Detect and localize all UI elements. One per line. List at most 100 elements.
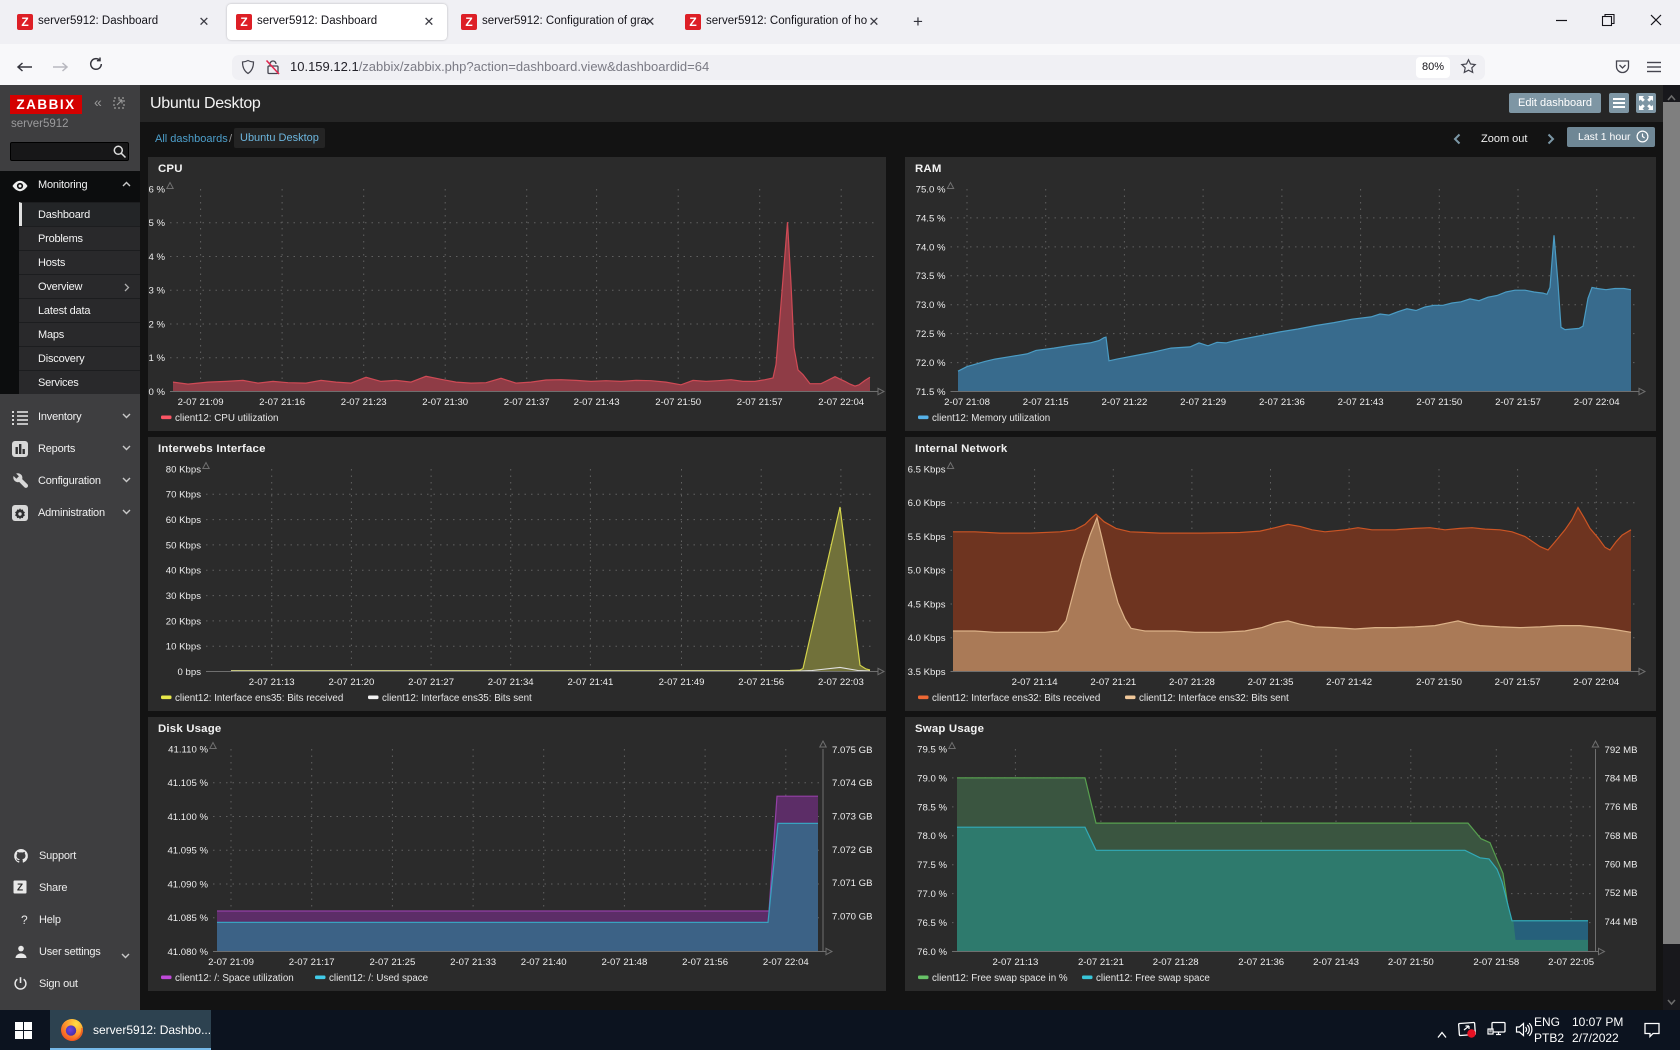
svg-text:0 %: 0 %	[148, 386, 165, 397]
svg-text:41.090 %: 41.090 %	[167, 879, 208, 890]
svg-text:4 %: 4 %	[148, 251, 165, 262]
svg-text:2-07 21:42: 2-07 21:42	[1326, 677, 1372, 688]
svg-text:776 MB: 776 MB	[1605, 802, 1638, 813]
svg-text:7.073 GB: 7.073 GB	[832, 811, 873, 822]
svg-text:2-07 21:50: 2-07 21:50	[1388, 957, 1434, 968]
svg-text:2-07 21:50: 2-07 21:50	[1416, 677, 1462, 688]
svg-text:77.0 %: 77.0 %	[917, 889, 947, 900]
svg-text:2-07 21:22: 2-07 21:22	[1101, 397, 1147, 408]
svg-text:78.0 %: 78.0 %	[917, 831, 947, 842]
svg-text:client12: Free swap space: client12: Free swap space	[1096, 973, 1210, 984]
svg-text:3.5 Kbps: 3.5 Kbps	[908, 667, 946, 678]
svg-text:2-07 21:17: 2-07 21:17	[289, 957, 335, 968]
svg-text:2-07 21:43: 2-07 21:43	[1313, 957, 1359, 968]
svg-text:41.095 %: 41.095 %	[167, 845, 208, 856]
svg-text:2-07 21:28: 2-07 21:28	[1153, 957, 1199, 968]
svg-text:client12: /: Used space: client12: /: Used space	[329, 973, 429, 984]
svg-text:41.105 %: 41.105 %	[167, 778, 208, 789]
svg-text:744 MB: 744 MB	[1605, 916, 1638, 927]
svg-text:7.075 GB: 7.075 GB	[832, 744, 873, 755]
svg-text:client12: Interface ens35: Bit: client12: Interface ens35: Bits received	[175, 693, 343, 704]
svg-text:2-07 21:09: 2-07 21:09	[208, 957, 254, 968]
svg-text:73.0 %: 73.0 %	[916, 300, 946, 311]
svg-text:71.5 %: 71.5 %	[916, 386, 946, 397]
svg-text:5 %: 5 %	[148, 218, 165, 229]
svg-text:75.0 %: 75.0 %	[916, 184, 946, 195]
svg-text:2-07 21:29: 2-07 21:29	[1180, 397, 1226, 408]
svg-text:41.100 %: 41.100 %	[167, 811, 208, 822]
svg-text:2-07 21:35: 2-07 21:35	[1248, 677, 1294, 688]
svg-text:2-07 21:30: 2-07 21:30	[422, 397, 468, 408]
svg-text:7.071 GB: 7.071 GB	[832, 878, 873, 889]
svg-text:2-07 21:37: 2-07 21:37	[504, 397, 550, 408]
svg-text:70 Kbps: 70 Kbps	[166, 490, 201, 501]
svg-text:2-07 21:43: 2-07 21:43	[1338, 397, 1384, 408]
svg-text:client12: Memory utilization: client12: Memory utilization	[932, 413, 1050, 424]
svg-text:4.0 Kbps: 4.0 Kbps	[908, 633, 946, 644]
svg-text:2-07 21:50: 2-07 21:50	[655, 397, 701, 408]
svg-text:2-07 21:15: 2-07 21:15	[1023, 397, 1069, 408]
svg-text:2-07 21:16: 2-07 21:16	[259, 397, 305, 408]
svg-text:2-07 21:49: 2-07 21:49	[659, 677, 705, 688]
svg-text:client12: Interface ens35: Bit: client12: Interface ens35: Bits sent	[382, 693, 532, 704]
svg-text:2-07 22:04: 2-07 22:04	[763, 957, 810, 968]
svg-text:792 MB: 792 MB	[1605, 744, 1638, 755]
svg-text:41.110 %: 41.110 %	[168, 744, 208, 755]
svg-text:41.085 %: 41.085 %	[167, 913, 208, 924]
svg-text:2-07 21:40: 2-07 21:40	[521, 957, 567, 968]
svg-text:1 %: 1 %	[148, 353, 165, 364]
svg-text:60 Kbps: 60 Kbps	[166, 515, 201, 526]
svg-text:80 Kbps: 80 Kbps	[166, 464, 201, 475]
svg-text:2-07 21:58: 2-07 21:58	[1473, 957, 1519, 968]
svg-text:2-07 22:03: 2-07 22:03	[818, 677, 864, 688]
svg-text:2-07 21:13: 2-07 21:13	[249, 677, 295, 688]
svg-text:2-07 22:05: 2-07 22:05	[1548, 957, 1594, 968]
svg-text:76.0 %: 76.0 %	[917, 946, 947, 957]
svg-text:2-07 21:34: 2-07 21:34	[488, 677, 535, 688]
svg-text:2-07 21:21: 2-07 21:21	[1078, 957, 1124, 968]
svg-text:2 %: 2 %	[148, 319, 165, 330]
svg-text:78.5 %: 78.5 %	[917, 802, 947, 813]
svg-text:6.5 Kbps: 6.5 Kbps	[908, 464, 946, 475]
svg-text:10 Kbps: 10 Kbps	[166, 642, 201, 653]
svg-text:?: ?	[21, 913, 28, 927]
svg-text:client12: Interface ens32: Bit: client12: Interface ens32: Bits sent	[1139, 693, 1289, 704]
svg-text:2-07 21:57: 2-07 21:57	[1495, 397, 1541, 408]
svg-text:2-07 21:33: 2-07 21:33	[450, 957, 496, 968]
svg-text:Z: Z	[17, 883, 23, 894]
svg-text:2-07 21:56: 2-07 21:56	[682, 957, 728, 968]
svg-text:752 MB: 752 MB	[1605, 888, 1638, 899]
svg-text:0 bps: 0 bps	[178, 667, 202, 678]
svg-text:client12: Free swap space in %: client12: Free swap space in %	[932, 973, 1068, 984]
svg-text:30 Kbps: 30 Kbps	[166, 591, 201, 602]
svg-text:2-07 21:56: 2-07 21:56	[738, 677, 784, 688]
svg-text:2-07 21:27: 2-07 21:27	[408, 677, 454, 688]
svg-text:2-07 21:36: 2-07 21:36	[1259, 397, 1305, 408]
svg-text:760 MB: 760 MB	[1605, 859, 1638, 870]
svg-text:79.0 %: 79.0 %	[917, 773, 947, 784]
svg-text:2-07 21:14: 2-07 21:14	[1012, 677, 1059, 688]
svg-text:2-07 21:36: 2-07 21:36	[1238, 957, 1284, 968]
svg-text:7.074 GB: 7.074 GB	[832, 778, 873, 789]
svg-text:50 Kbps: 50 Kbps	[166, 540, 201, 551]
svg-text:7.072 GB: 7.072 GB	[832, 844, 873, 855]
svg-text:2-07 21:23: 2-07 21:23	[341, 397, 387, 408]
svg-text:2-07 21:43: 2-07 21:43	[574, 397, 620, 408]
svg-text:2-07 21:41: 2-07 21:41	[567, 677, 613, 688]
svg-text:4.5 Kbps: 4.5 Kbps	[908, 599, 946, 610]
svg-text:40 Kbps: 40 Kbps	[166, 566, 201, 577]
svg-text:20 Kbps: 20 Kbps	[166, 616, 201, 627]
svg-text:2-07 22:04: 2-07 22:04	[1573, 677, 1620, 688]
svg-text:2-07 21:08: 2-07 21:08	[944, 397, 990, 408]
svg-text:74.5 %: 74.5 %	[916, 213, 946, 224]
svg-text:74.0 %: 74.0 %	[916, 242, 946, 253]
svg-text:5.5 Kbps: 5.5 Kbps	[908, 532, 946, 543]
svg-text:2-07 21:20: 2-07 21:20	[328, 677, 374, 688]
svg-text:7.070 GB: 7.070 GB	[832, 911, 873, 922]
svg-text:76.5 %: 76.5 %	[917, 918, 947, 929]
svg-text:2-07 21:50: 2-07 21:50	[1416, 397, 1462, 408]
svg-text:2-07 21:57: 2-07 21:57	[1495, 677, 1541, 688]
svg-text:2-07 22:04: 2-07 22:04	[1574, 397, 1621, 408]
svg-text:client12: Interface ens32: Bit: client12: Interface ens32: Bits received	[932, 693, 1100, 704]
svg-text:6 %: 6 %	[148, 184, 165, 195]
